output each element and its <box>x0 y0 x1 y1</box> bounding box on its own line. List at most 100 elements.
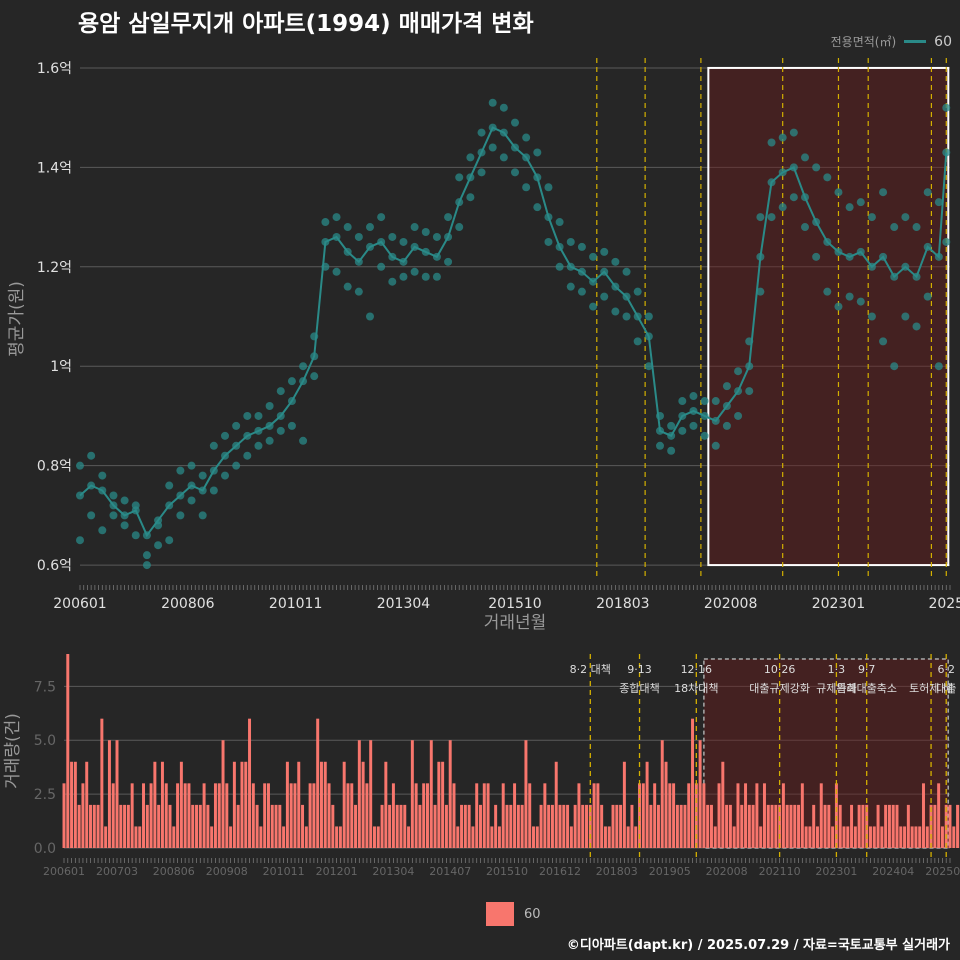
volume-bar <box>338 826 342 848</box>
price-data-point <box>399 237 408 246</box>
volume-bar <box>395 804 399 848</box>
volume-bar <box>467 804 471 848</box>
volume-bar <box>581 804 585 848</box>
volume-bar <box>641 783 645 848</box>
price-data-point <box>845 203 854 212</box>
volume-bar <box>770 804 774 848</box>
volume-bar <box>255 804 259 848</box>
volume-bar <box>528 783 532 848</box>
price-data-point <box>299 436 308 445</box>
volume-bar <box>403 804 407 848</box>
price-data-point <box>87 511 96 520</box>
policy-label: 9·7 <box>858 663 876 676</box>
volume-bar <box>906 804 910 848</box>
price-data-point <box>131 531 140 540</box>
volume-bar <box>532 826 535 848</box>
volume-bar <box>774 804 778 848</box>
volume-bar <box>357 740 361 848</box>
volume-bar <box>543 783 547 848</box>
volume-x-tick-label: 202404 <box>872 865 914 878</box>
volume-bar <box>183 783 187 848</box>
volume-bar <box>293 783 297 848</box>
price-data-point <box>589 302 598 311</box>
price-data-point <box>756 213 765 222</box>
price-data-point <box>801 223 809 232</box>
volume-bar <box>524 740 528 848</box>
price-x-tick-label: 201510 <box>488 596 541 612</box>
price-x-tick-label: 2025 <box>928 596 960 612</box>
volume-bar <box>653 783 657 848</box>
volume-bar <box>350 783 354 848</box>
volume-bar <box>407 826 411 848</box>
price-y-tick-label: 1.6억 <box>37 61 72 77</box>
price-data-point <box>377 213 386 222</box>
volume-bar <box>107 740 111 848</box>
volume-bar <box>732 826 736 848</box>
volume-bar <box>937 783 941 848</box>
volume-bar <box>391 783 395 848</box>
volume-bar <box>509 804 513 848</box>
price-data-point <box>942 103 951 112</box>
volume-bar <box>100 718 104 848</box>
price-x-tick-label: 201803 <box>596 596 649 612</box>
volume-bar <box>592 783 596 848</box>
price-data-point <box>98 526 107 535</box>
price-data-point <box>678 397 687 406</box>
volume-bar <box>672 783 676 848</box>
volume-bar <box>566 804 570 848</box>
volume-bar <box>691 718 695 848</box>
volume-bar <box>535 826 539 848</box>
price-data-point <box>321 218 330 227</box>
volume-bar <box>123 804 127 848</box>
volume-bar <box>899 826 903 848</box>
volume-bar <box>615 804 619 848</box>
volume-bar <box>475 783 479 848</box>
volume-bar <box>297 761 301 848</box>
legend-bottom-series: 60 <box>524 906 541 922</box>
volume-bar <box>346 783 350 848</box>
volume-bar <box>948 804 952 848</box>
volume-x-tick-label: 201612 <box>539 865 581 878</box>
price-data-point <box>711 397 720 406</box>
policy-label: 6·2 <box>937 663 955 676</box>
price-data-point <box>689 421 698 430</box>
volume-bar <box>145 804 149 848</box>
volume-bar <box>755 783 759 848</box>
price-data-point <box>544 183 553 192</box>
volume-bar <box>634 826 638 848</box>
price-data-point <box>265 436 274 445</box>
volume-bar <box>562 804 566 848</box>
price-data-point <box>589 252 598 261</box>
volume-bar <box>903 826 907 848</box>
volume-bar <box>645 761 649 848</box>
price-data-point <box>399 272 408 281</box>
price-data-point <box>745 387 754 396</box>
volume-x-tick-label: 201803 <box>596 865 638 878</box>
volume-x-tick-label: 201905 <box>649 865 691 878</box>
price-data-point <box>644 312 653 321</box>
price-data-point <box>555 218 564 227</box>
price-data-point <box>165 481 174 490</box>
price-data-point <box>522 183 531 192</box>
volume-bar <box>804 826 808 848</box>
volume-bar <box>70 761 74 848</box>
legend-top-title: 전용면적(㎡) <box>830 35 897 49</box>
price-data-point <box>923 292 932 301</box>
volume-bar <box>838 804 842 848</box>
price-x-axis-label: 거래년월 <box>484 613 547 633</box>
price-y-tick-label: 0.8억 <box>37 459 72 475</box>
volume-bar <box>683 804 687 848</box>
price-data-point <box>243 411 252 420</box>
price-data-point <box>432 232 441 241</box>
price-data-point <box>801 153 809 162</box>
price-data-point <box>656 441 664 450</box>
volume-bar <box>62 783 66 848</box>
volume-bar <box>611 804 615 848</box>
price-data-point <box>912 322 921 331</box>
price-data-point <box>577 287 586 296</box>
volume-y-tick-label: 5.0 <box>34 733 56 749</box>
price-data-point <box>209 486 218 495</box>
volume-bar <box>793 804 797 848</box>
volume-bar <box>331 804 335 848</box>
price-data-point <box>879 188 888 197</box>
